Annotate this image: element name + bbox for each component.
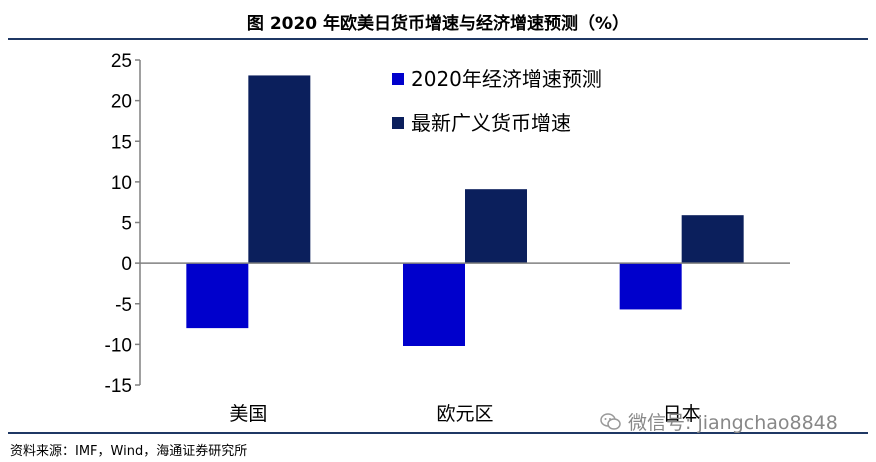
y-tick-label: 10 (111, 173, 132, 194)
y-tick-label: 0 (121, 254, 132, 275)
chart-title: 图 2020 年欧美日货币增速与经济增速预测（%） (246, 14, 630, 34)
bar-chart: 25 20 15 10 5 0 -5 -10 -15 美国 欧元区 日本 2020年经济增速预测最新… (105, 51, 790, 425)
legend-swatch-2 (392, 117, 404, 129)
y-tick-labels: 25 20 15 10 5 0 -5 -10 -15 (105, 51, 132, 397)
y-tick-label: 25 (111, 51, 132, 72)
y-tick-label: -15 (105, 376, 132, 397)
category-labels: 美国 欧元区 日本 (229, 403, 700, 425)
bar-2-3 (681, 215, 744, 264)
bar-1-3 (619, 263, 682, 310)
axes-layer (135, 59, 790, 386)
watermark-text: 微信号: jiangchao8848 (628, 412, 838, 434)
y-tick-label: 15 (111, 132, 132, 153)
bar-2-2 (465, 189, 527, 264)
top-rule (8, 38, 868, 40)
source-note: 资料来源：IMF，Wind，海通证券研究所 (10, 444, 248, 459)
category-label: 欧元区 (436, 403, 493, 425)
y-tick-label: 5 (121, 214, 132, 235)
legend-swatch-1 (392, 73, 404, 85)
y-tick-label: 20 (111, 92, 132, 113)
category-label: 美国 (229, 403, 267, 425)
category-label: 日本 (663, 403, 701, 425)
legend-label-2: 最新广义货币增速 (411, 111, 571, 135)
bar-1-1 (186, 263, 249, 329)
bar-1-2 (403, 263, 465, 346)
bottom-rule (8, 432, 868, 434)
bar-2-1 (248, 75, 311, 264)
watermark: 微信号: jiangchao8848 (600, 408, 838, 435)
wechat-icon (600, 412, 622, 431)
y-tick-label: -10 (105, 335, 132, 356)
y-tick-label: -5 (115, 295, 132, 316)
legend-label-1: 2020年经济增速预测 (411, 67, 602, 91)
bars-layer (186, 75, 744, 346)
